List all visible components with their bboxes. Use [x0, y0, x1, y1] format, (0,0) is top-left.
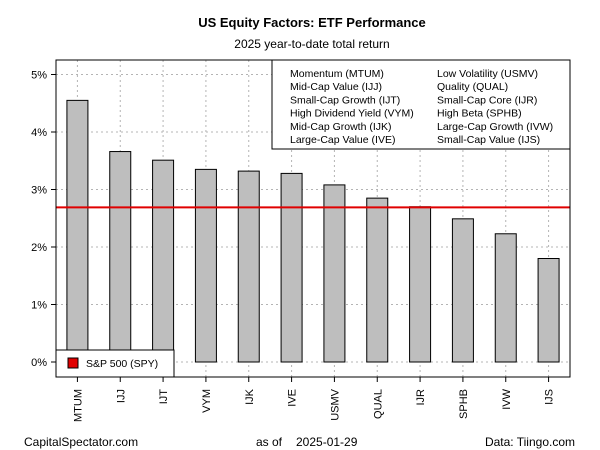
y-tick-label-3: 3% — [31, 185, 47, 197]
chart-subtitle: 2025 year-to-date total return — [234, 37, 389, 51]
bar-ijk — [237, 170, 260, 363]
y-tick-label-4: 4% — [31, 127, 47, 139]
legend-entry-1: Low Volatility (USMV) — [437, 68, 538, 80]
legend-entry-3: Quality (QUAL) — [437, 81, 508, 93]
legend-entry-9: Large-Cap Growth (IVW) — [437, 121, 553, 133]
bar-sphb — [451, 218, 474, 363]
bar-usmv — [323, 184, 346, 363]
x-tick-label-ijt: IJT — [158, 389, 170, 405]
y-tick-label-1: 1% — [31, 300, 47, 312]
x-tick-label-qual: QUAL — [372, 389, 384, 419]
y-tick-label-0: 0% — [31, 357, 47, 369]
legend-entry-0: Momentum (MTUM) — [290, 68, 384, 80]
bar-vym — [194, 168, 217, 363]
bar-ivw — [494, 233, 517, 363]
bar-mtum — [66, 99, 89, 363]
bar-qual — [366, 197, 389, 363]
legend-entry-5: Small-Cap Core (IJR) — [437, 94, 537, 106]
bar-ijt — [152, 159, 175, 363]
x-tick-label-ijj: IJJ — [115, 389, 127, 403]
bar-ijr — [409, 206, 432, 363]
legend-entry-11: Small-Cap Value (IJS) — [437, 134, 540, 146]
legend-entry-10: Large-Cap Value (IVE) — [290, 134, 395, 146]
footer-source-left: CapitalSpectator.com — [24, 435, 138, 449]
legend-entry-2: Mid-Cap Value (IJJ) — [290, 81, 382, 93]
spy-legend: S&P 500 (SPY) — [55, 349, 175, 378]
x-tick-label-sphb: SPHB — [458, 389, 470, 419]
y-tick-label-2: 2% — [31, 242, 47, 254]
footer-source-right: Data: Tiingo.com — [485, 435, 575, 449]
legend-entry-8: Mid-Cap Growth (IJK) — [290, 121, 392, 133]
x-tick-label-mtum: MTUM — [72, 389, 84, 422]
x-tick-label-usmv: USMV — [329, 388, 341, 420]
x-tick-label-ijr: IJR — [415, 389, 427, 406]
x-tick-label-ijk: IJK — [244, 388, 256, 405]
axes: 0% 1% 2% 3% 4% 5% MTUM IJJ IJT VYM IJK IVE USMV QUAL I… — [31, 59, 571, 422]
x-tick-label-ive: IVE — [287, 389, 299, 407]
chart-title: US Equity Factors: ETF Performance — [198, 15, 426, 30]
bar-ive — [280, 172, 303, 363]
bars — [66, 99, 560, 363]
bar-ijj — [109, 151, 132, 363]
spy-legend-label: S&P 500 (SPY) — [86, 358, 158, 370]
legend-entry-7: High Beta (SPHB) — [437, 108, 522, 120]
legend: Momentum (MTUM) Low Volatility (USMV) Mid-… — [271, 59, 571, 150]
footer-as-of-label: as of — [256, 435, 283, 449]
spy-legend-swatch — [67, 357, 79, 369]
legend-entry-6: High Dividend Yield (VYM) — [290, 108, 414, 120]
footer-date: 2025-01-29 — [296, 435, 358, 449]
y-tick-label-5: 5% — [31, 70, 47, 82]
x-tick-label-ivw: IVW — [501, 388, 513, 409]
legend-entry-4: Small-Cap Growth (IJT) — [290, 94, 400, 106]
x-tick-label-vym: VYM — [201, 389, 213, 413]
x-tick-label-ijs: IJS — [544, 389, 556, 405]
legend-box — [271, 59, 571, 150]
bar-ijs — [537, 258, 560, 363]
